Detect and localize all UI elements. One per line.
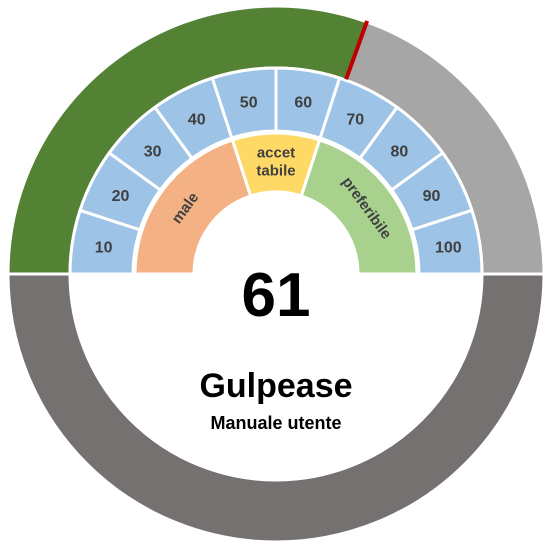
tick-label-80: 80 xyxy=(390,144,408,161)
tick-label-50: 50 xyxy=(240,95,258,112)
zone-label-accettabile-2: tabile xyxy=(256,162,295,179)
tick-label-60: 60 xyxy=(294,95,312,112)
tick-label-10: 10 xyxy=(95,240,113,257)
gauge-lower-ring xyxy=(6,272,546,544)
tick-label-100: 100 xyxy=(435,240,462,257)
tick-label-90: 90 xyxy=(423,188,441,205)
tick-label-30: 30 xyxy=(144,144,162,161)
tick-label-40: 40 xyxy=(188,112,206,129)
gauge-needle xyxy=(344,20,370,80)
gauge-value: 61 xyxy=(242,261,311,330)
tick-label-70: 70 xyxy=(346,112,364,129)
gauge-subtitle: Manuale utente xyxy=(210,413,341,433)
gauge-title: Gulpease xyxy=(199,367,352,405)
zone-label-accettabile-1: accet xyxy=(257,144,295,161)
tick-label-20: 20 xyxy=(112,188,130,205)
tick-cell-100 xyxy=(410,208,484,276)
zone-band-preferibile xyxy=(299,138,419,276)
